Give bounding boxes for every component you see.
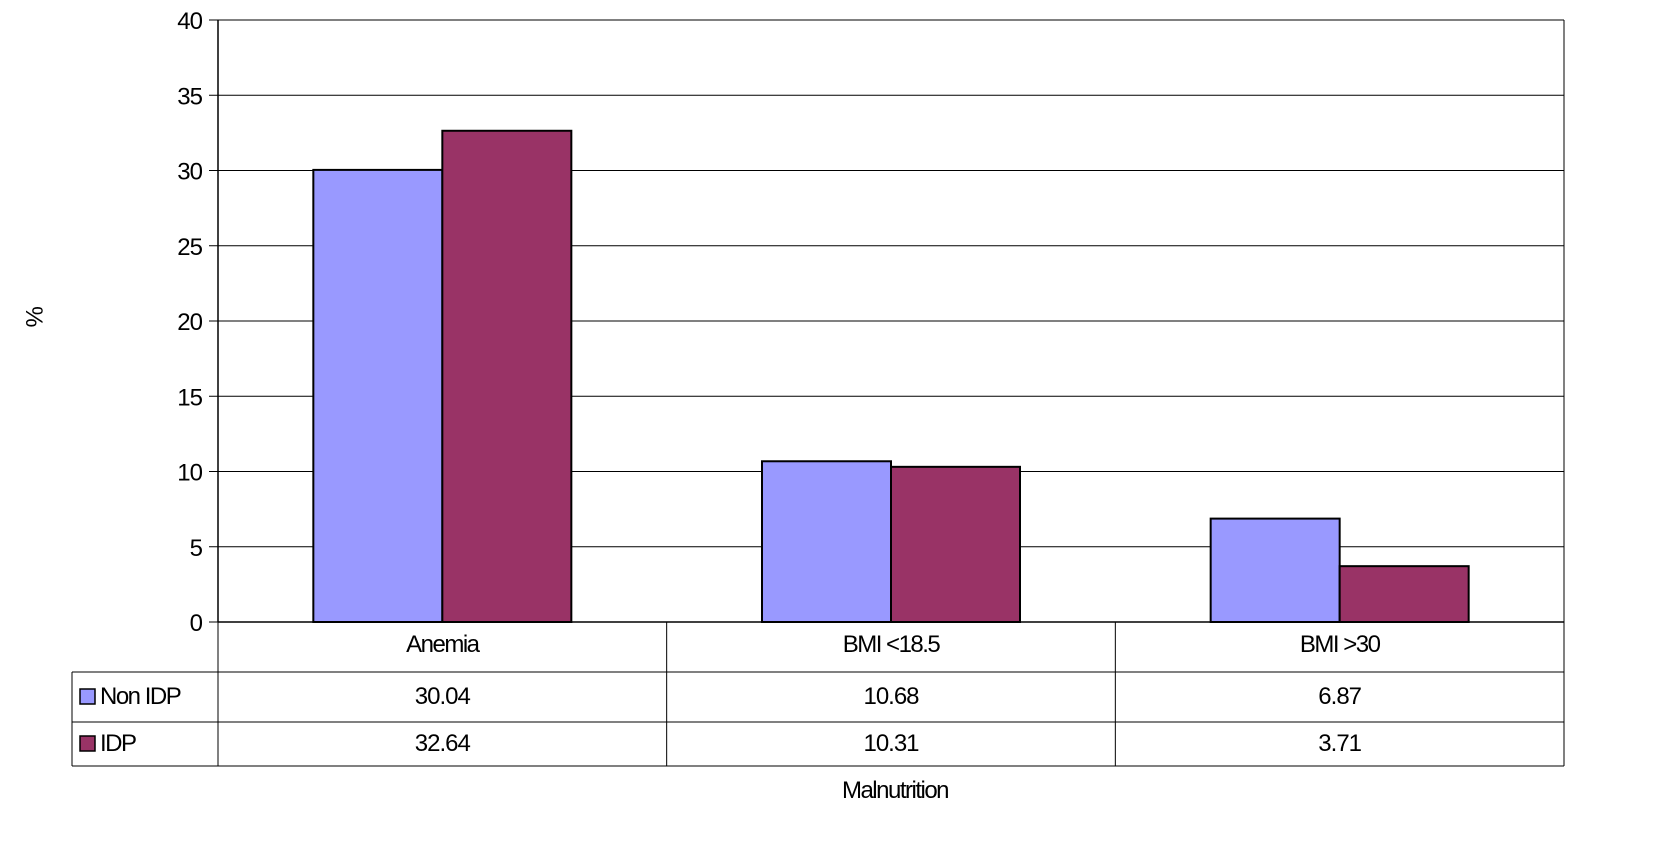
data-label: 10.68 bbox=[863, 683, 919, 710]
x-axis-title: Malnutrition bbox=[842, 777, 948, 804]
legend-label: IDP bbox=[100, 730, 136, 757]
data-label: 10.31 bbox=[863, 730, 919, 757]
bar-idp-2 bbox=[1338, 565, 1470, 623]
legend-label: Non IDP bbox=[100, 683, 181, 710]
category-label: Anemia bbox=[406, 631, 481, 658]
category-label: BMI <18.5 bbox=[843, 631, 941, 658]
y-tick-label: 40 bbox=[177, 8, 202, 35]
y-tick-label: 10 bbox=[177, 460, 202, 487]
y-tick-label: 0 bbox=[190, 610, 203, 637]
y-tick-label: 15 bbox=[177, 384, 202, 411]
axes: 0 5 10 15 20 25 30 35 40 bbox=[177, 8, 1565, 637]
data-table: Anemia BMI <18.5 BMI >30 Non IDP 30.04 10.68 6… bbox=[71, 621, 1565, 767]
y-tick-label: 30 bbox=[177, 159, 202, 186]
y-tick-label: 20 bbox=[177, 309, 202, 336]
data-label: 32.64 bbox=[415, 730, 471, 757]
bar-non-idp-2 bbox=[1209, 517, 1341, 624]
bars bbox=[312, 129, 1470, 624]
bar-non-idp-0 bbox=[312, 168, 444, 623]
bar-idp-0 bbox=[441, 129, 573, 623]
y-tick-label: 35 bbox=[177, 83, 202, 110]
bar-non-idp-1 bbox=[761, 460, 892, 623]
legend-swatch-idp bbox=[79, 735, 96, 752]
data-label: 3.71 bbox=[1318, 730, 1361, 757]
y-tick-label: 5 bbox=[190, 535, 203, 562]
data-label: 30.04 bbox=[415, 683, 471, 710]
y-tick-label: 25 bbox=[177, 234, 202, 261]
legend-swatch-non-idp bbox=[79, 688, 96, 705]
category-label: BMI >30 bbox=[1300, 631, 1381, 658]
y-axis-title: % bbox=[20, 306, 47, 327]
bar-idp-1 bbox=[890, 465, 1021, 623]
data-label: 6.87 bbox=[1318, 683, 1361, 710]
